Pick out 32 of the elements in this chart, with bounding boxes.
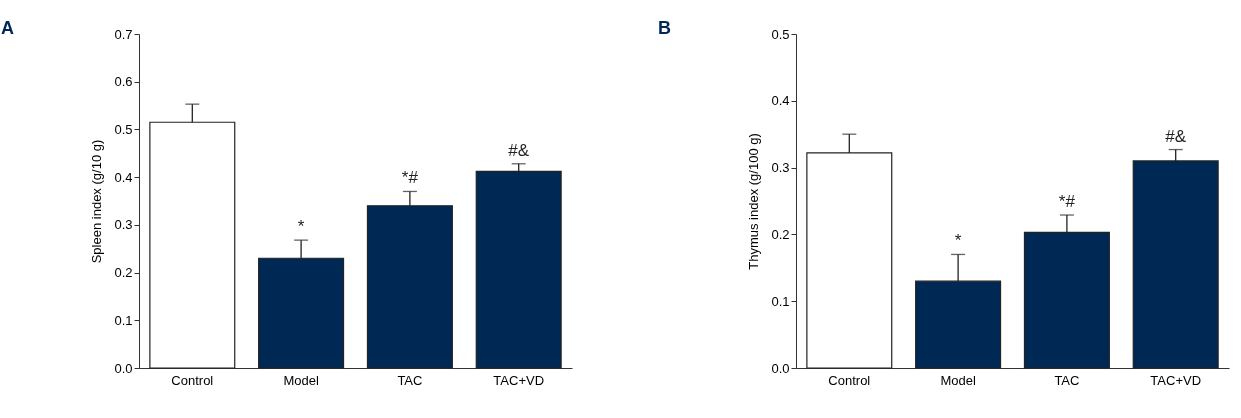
annotation: #&	[1165, 126, 1187, 146]
x-tick-label: Model	[283, 372, 319, 388]
y-tick-label: 0.4	[771, 93, 790, 109]
chart-title: A	[0, 18, 14, 38]
y-axis-title: Spleen index (g/10 g)	[89, 139, 105, 264]
y-tick-label: 0.2	[114, 265, 133, 281]
y-tick-label: 0.0	[771, 360, 790, 376]
x-tick-label: Model	[940, 372, 976, 388]
chart-title: B	[657, 18, 671, 38]
x-tick-label: Control	[828, 372, 871, 388]
y-tick-label: 0.7	[114, 26, 133, 42]
annotation: #&	[508, 140, 530, 160]
x-tick-label: TAC+VD	[493, 372, 545, 388]
y-tick-label: 0.6	[114, 74, 133, 90]
y-tick-label: 0.3	[114, 217, 133, 233]
annotation: *	[954, 231, 962, 251]
x-tick-label: TAC	[1054, 372, 1080, 388]
annotation: *#	[1058, 192, 1076, 212]
y-tick-label: 0.0	[114, 360, 133, 376]
x-tick-label: TAC	[397, 372, 423, 388]
y-tick-label: 0.5	[771, 26, 790, 42]
annotation: *#	[401, 168, 419, 188]
y-tick-label: 0.1	[114, 312, 133, 328]
y-tick-label: 0.5	[114, 121, 133, 137]
y-tick-label: 0.3	[771, 160, 790, 176]
y-tick-label: 0.2	[771, 226, 790, 242]
x-tick-label: Control	[171, 372, 214, 388]
annotation: *	[297, 217, 305, 237]
x-tick-label: TAC+VD	[1150, 372, 1202, 388]
y-tick-label: 0.1	[771, 293, 790, 309]
y-tick-label: 0.4	[114, 169, 133, 185]
y-axis-title: Thymus index (g/100 g)	[746, 133, 762, 270]
